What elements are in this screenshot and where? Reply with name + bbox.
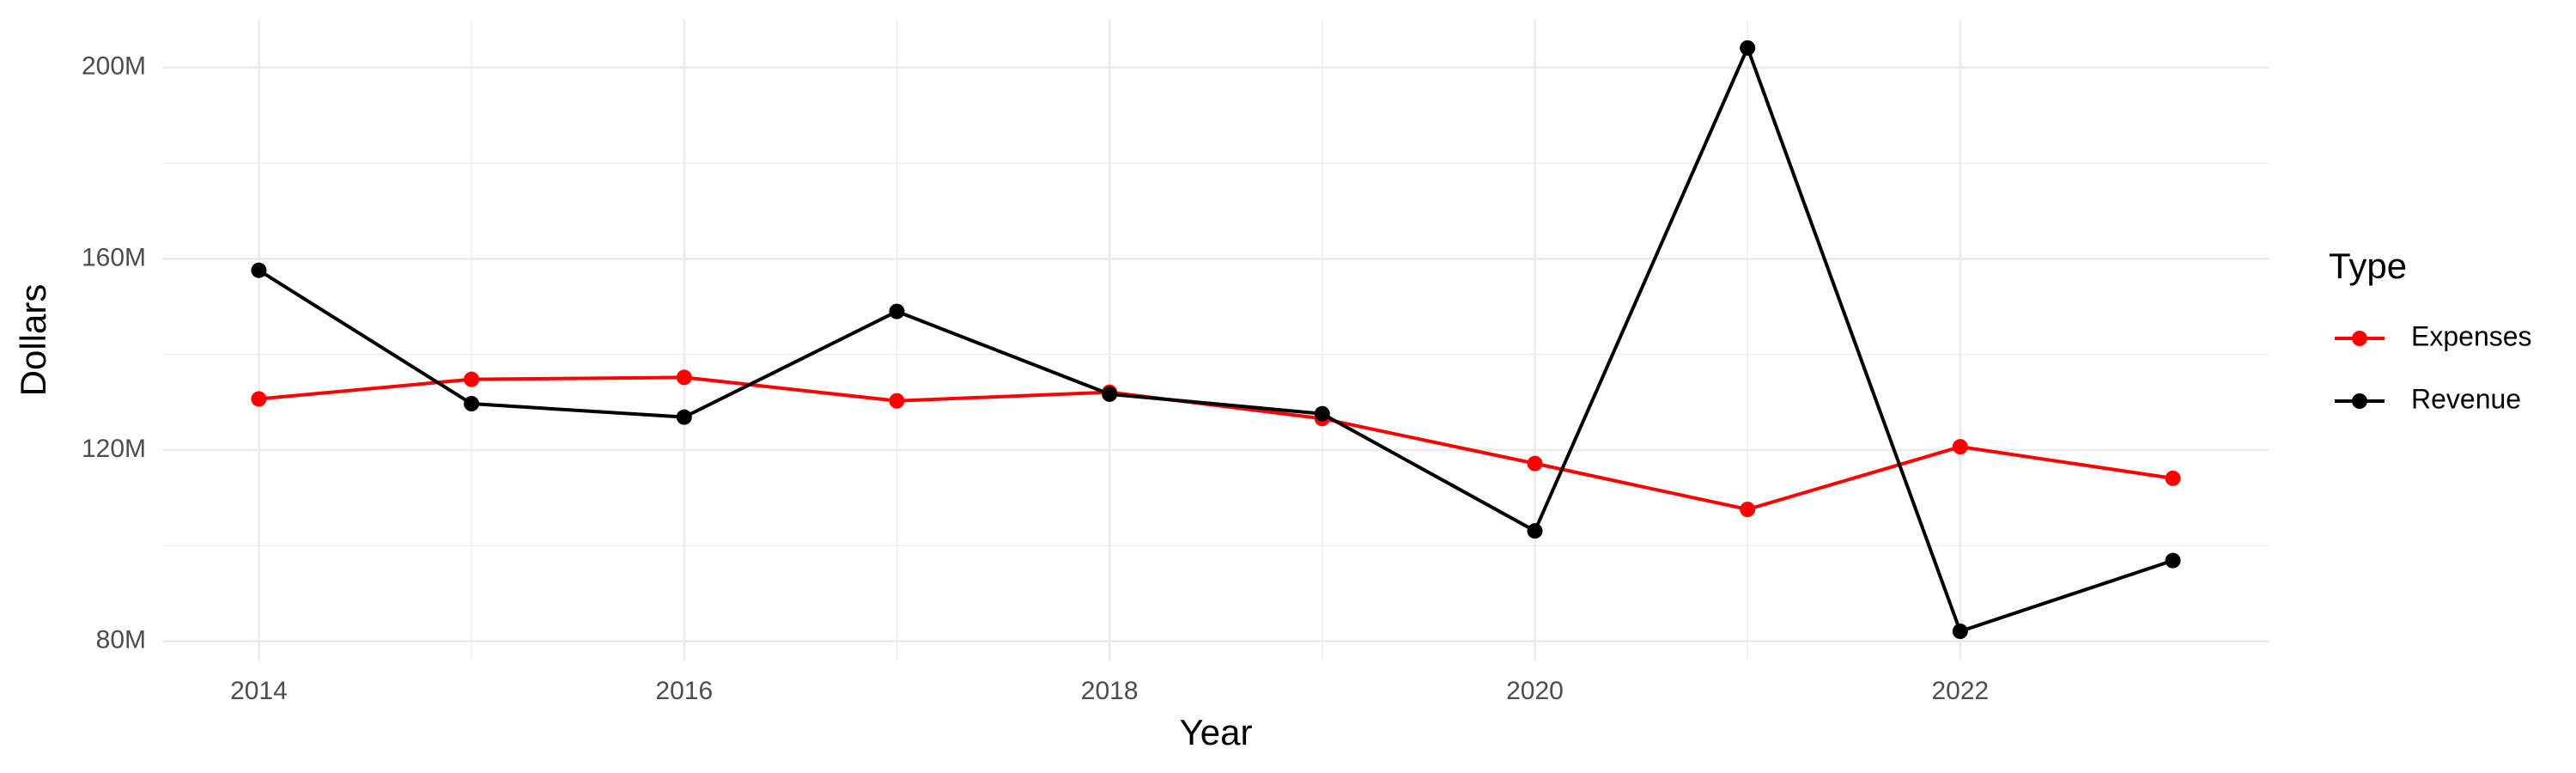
data-point: [2165, 552, 2181, 569]
data-point: [676, 369, 692, 386]
series-line: [258, 43, 2174, 634]
data-point: [1102, 386, 1118, 402]
data-point: [1952, 624, 1968, 640]
x-tick-label: 2014: [230, 677, 288, 705]
data-point: [1527, 523, 1543, 539]
legend-point: [2352, 393, 2367, 409]
data-point: [464, 371, 480, 387]
x-tick-label: 2016: [655, 677, 713, 705]
x-tick-label: 2018: [1081, 677, 1139, 705]
y-tick-label: 120M: [82, 435, 146, 463]
y-tick-label: 80M: [96, 626, 146, 654]
x-tick-label: 2020: [1506, 677, 1564, 705]
y-tick-label: 160M: [82, 243, 146, 271]
data-point: [2165, 470, 2181, 486]
data-point: [889, 303, 905, 320]
y-axis-title: Dollars: [13, 284, 53, 397]
x-tick-label: 2022: [1931, 677, 1989, 705]
x-axis-title: Year: [1180, 712, 1253, 752]
data-point: [1527, 455, 1543, 472]
legend-point: [2352, 331, 2367, 346]
legend-label: Revenue: [2411, 383, 2521, 414]
data-point: [464, 396, 480, 412]
data-point: [1314, 405, 1330, 422]
legend-title: Type: [2329, 246, 2407, 286]
series-line: [258, 375, 2173, 512]
data-point: [251, 262, 267, 278]
data-point: [1952, 439, 1968, 455]
y-tick-label: 200M: [82, 52, 146, 81]
data-point: [1740, 40, 1756, 56]
data-point: [889, 393, 905, 409]
data-point: [676, 409, 692, 425]
data-point: [251, 391, 267, 407]
legend-label: Expenses: [2411, 320, 2532, 351]
data-point: [1740, 502, 1756, 518]
